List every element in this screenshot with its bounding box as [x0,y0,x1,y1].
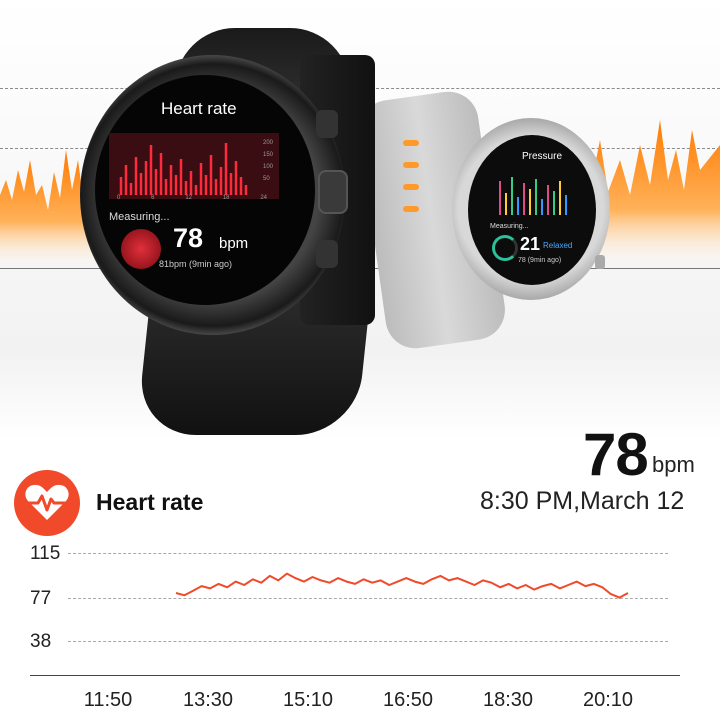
current-bpm-unit: bpm [652,452,695,477]
left-watch-button-bottom [316,240,338,268]
grid-line [68,598,668,599]
x-tick-label: 16:50 [382,689,434,711]
strap-holes [395,140,435,250]
x-tick-label: 15:10 [282,689,334,711]
heart-rate-icon [14,470,80,536]
watch-chart-y-ticks: 200 150 100 50 [263,140,274,182]
watch-previous-reading: 81bpm (9min ago) [159,259,233,269]
x-tick-label: 13:30 [182,689,234,711]
product-hero: Pressure Measuring... 21 Relaxed 78 (9mi… [0,0,720,440]
pressure-state: Relaxed [543,241,573,250]
grid-line [68,553,668,554]
pressure-title: Pressure [522,151,563,162]
left-watch-crown [318,170,348,214]
heart-organ-icon [121,229,161,269]
heart-rate-series-line [175,572,629,599]
reading-timestamp: 8:30 PM,March 12 [480,487,685,515]
y-tick-label: 77 [30,588,52,609]
chart-x-axis [30,675,680,676]
heart-rate-line-chart [175,572,629,599]
pressure-status: Measuring... [490,223,529,230]
left-watch-button-top [316,110,338,138]
x-tick-label: 20:10 [582,689,634,711]
x-tick-label: 11:50 [83,689,133,711]
pressure-value: 21 [520,234,541,254]
pressure-gauge-icon [492,235,518,261]
heart-rate-title: Heart rate [96,489,204,515]
x-tick-label: 18:30 [482,689,534,711]
watch-status: Measuring... [109,211,170,223]
right-watch-screen: Pressure Measuring... 21 Relaxed 78 (9mi… [468,135,596,285]
right-watch-crown [595,255,605,269]
watch-chart-panel [109,133,279,199]
watch-heart-rate-title: Heart rate [161,99,237,118]
y-tick-label: 38 [30,631,52,652]
pressure-sub: 78 (9min ago) [518,257,562,264]
watch-bpm-value: 78 [173,223,204,253]
watch-heart-rate-bars [119,143,248,195]
watch-bpm-unit: bpm [219,235,249,252]
y-tick-label: 115 [30,543,61,564]
current-bpm-value: 78 [583,421,649,488]
pressure-bars [499,177,567,215]
grid-line [68,641,668,642]
